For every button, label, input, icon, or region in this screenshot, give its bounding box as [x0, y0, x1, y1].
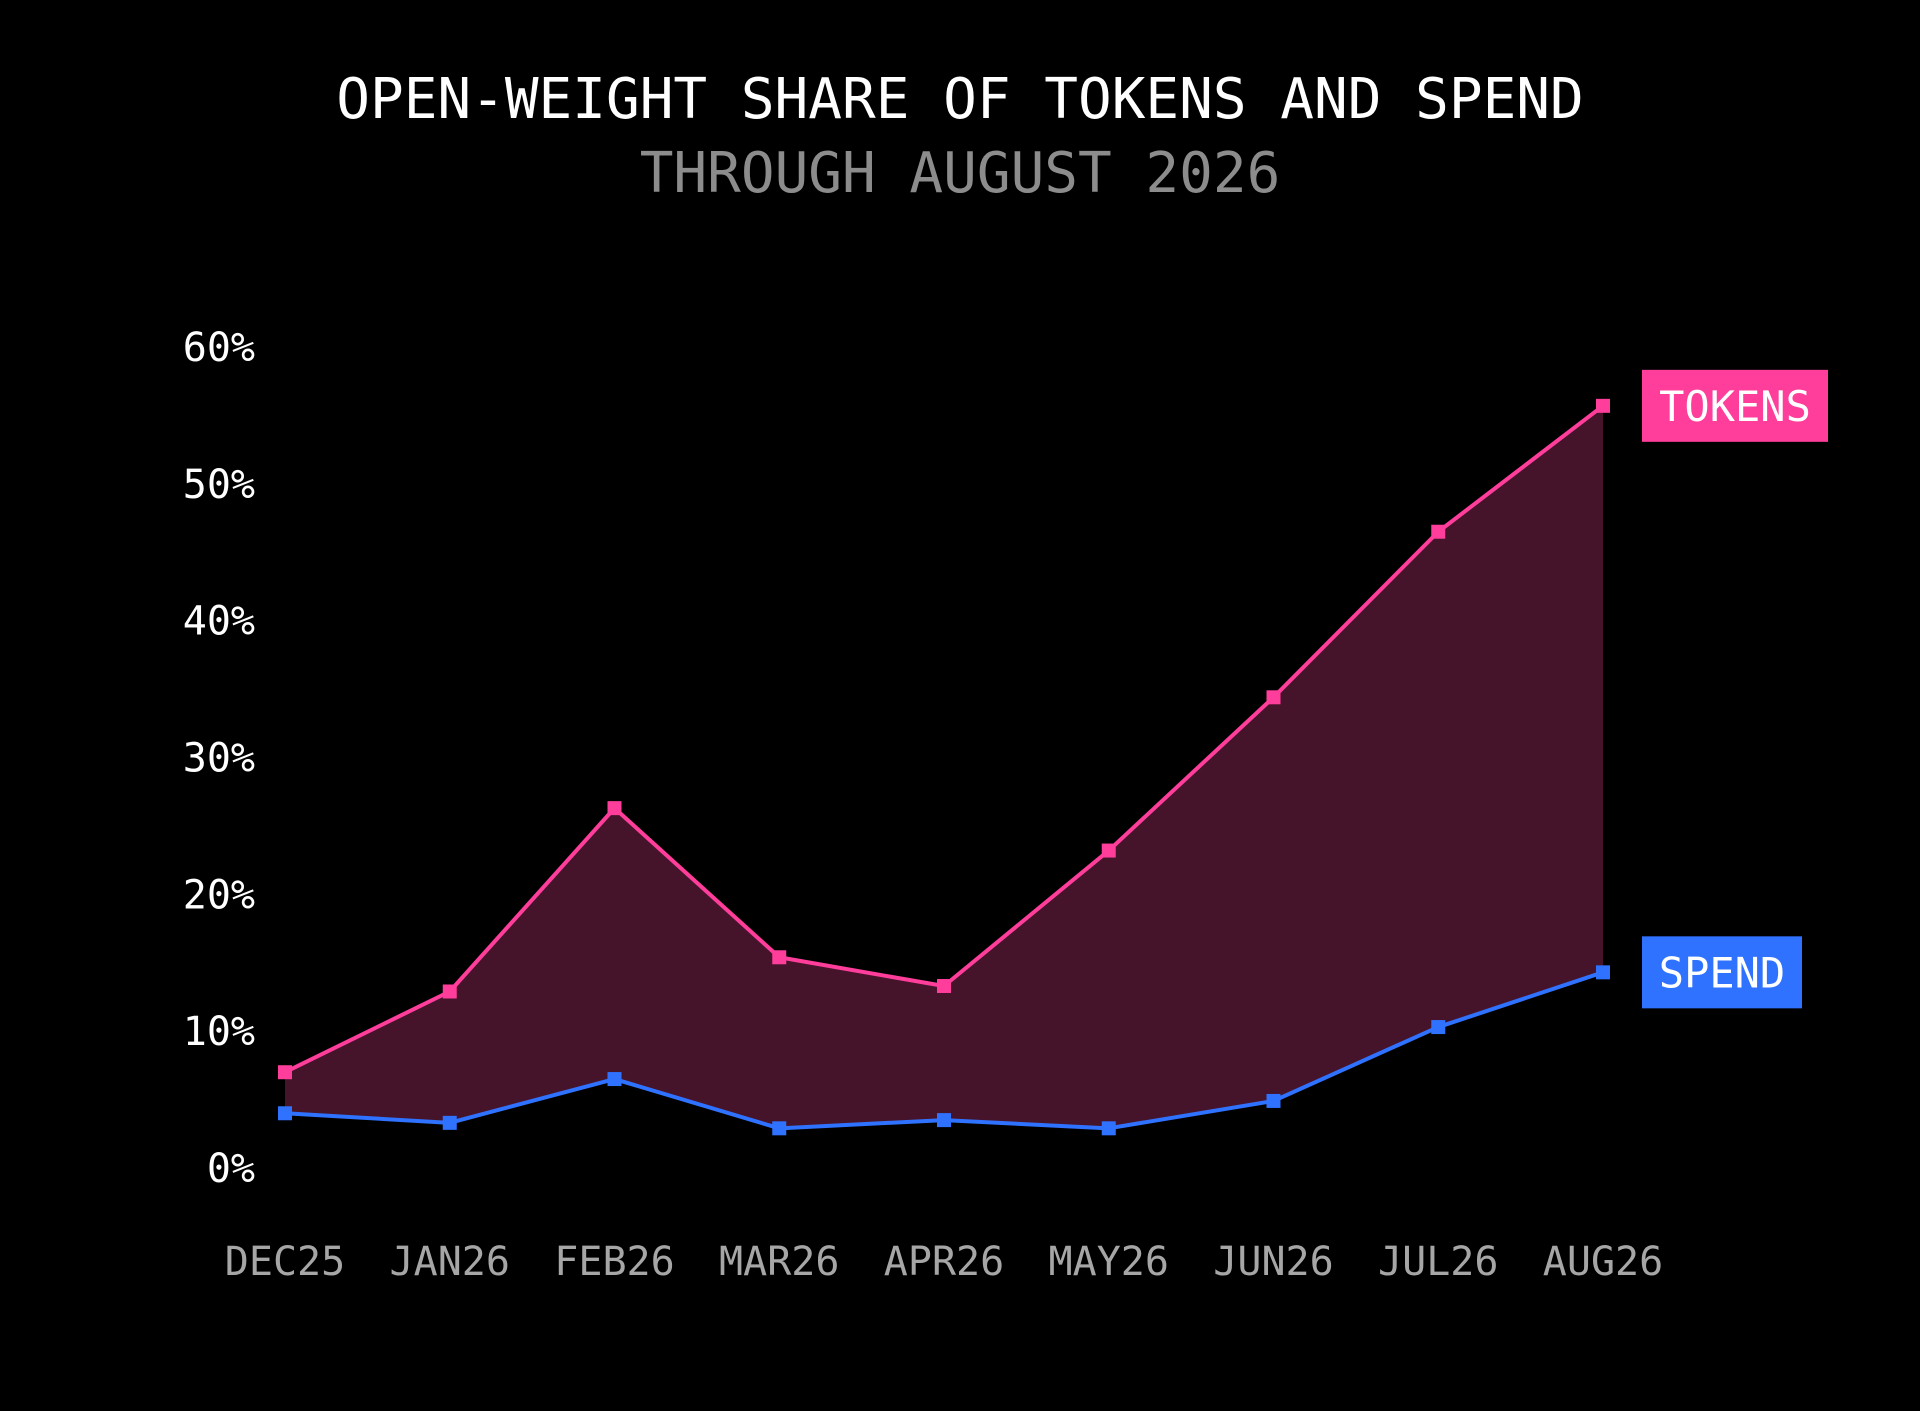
tokens-point	[1596, 398, 1610, 413]
spend-point	[937, 1113, 951, 1128]
x-tick-label: AUG26	[1543, 1239, 1663, 1285]
spend-end-label: SPEND	[1642, 936, 1802, 1009]
end-labels: TOKENS SPEND	[1642, 369, 1828, 1009]
tokens-point	[1101, 843, 1116, 858]
spend-point	[1101, 1121, 1116, 1136]
tokens-point	[607, 801, 622, 816]
x-tick-label: JUL26	[1378, 1239, 1498, 1285]
spend-point	[1431, 1020, 1446, 1035]
tokens-point	[1266, 690, 1281, 705]
y-tick-label: 60%	[183, 325, 255, 371]
x-tick-label: JUN26	[1213, 1239, 1333, 1285]
tokens-label-text: TOKENS	[1659, 382, 1811, 431]
y-tick-label: 0%	[207, 1146, 255, 1192]
y-tick-label: 20%	[183, 872, 255, 918]
tokens-end-label: TOKENS	[1642, 369, 1828, 442]
tokens-label-box	[1642, 369, 1828, 442]
spend-point	[1266, 1093, 1281, 1108]
chart-title: OPEN-WEIGHT SHARE OF TOKENS AND SPEND	[336, 67, 1583, 132]
y-axis-ticks: 0% 10% 20% 30% 40% 50% 60%	[183, 325, 255, 1192]
chart-subtitle: THROUGH AUGUST 2026	[640, 141, 1281, 206]
y-tick-label: 40%	[183, 599, 255, 645]
tokens-point	[772, 950, 787, 965]
spend-point	[442, 1115, 457, 1130]
x-tick-label: JAN26	[390, 1239, 510, 1285]
tokens-point	[937, 979, 951, 994]
spend-label-box	[1642, 936, 1802, 1009]
x-tick-label: APR26	[884, 1239, 1004, 1285]
x-tick-label: MAR26	[719, 1239, 839, 1285]
spend-point	[772, 1121, 787, 1136]
spend-point	[278, 1106, 292, 1121]
x-axis-ticks: DEC25 JAN26 FEB26 MAR26 APR26 MAY26 JUN26 JUL26…	[225, 1239, 1663, 1285]
tokens-point	[442, 984, 457, 999]
tokens-point	[1431, 524, 1446, 539]
y-tick-label: 50%	[183, 462, 255, 508]
series-tokens	[278, 398, 1610, 1080]
spend-point	[607, 1072, 622, 1087]
x-tick-label: FEB26	[554, 1239, 674, 1285]
spend-label-text: SPEND	[1659, 948, 1785, 997]
area-between-series	[285, 405, 1603, 1129]
area-between-tokens-and-spend	[285, 405, 1603, 1129]
series-spend	[278, 965, 1610, 1136]
x-tick-label: MAY26	[1049, 1239, 1169, 1285]
y-tick-label: 30%	[183, 736, 255, 782]
series-lines	[278, 398, 1610, 1136]
y-tick-label: 10%	[183, 1009, 255, 1055]
spend-point	[1596, 965, 1610, 980]
tokens-point	[278, 1065, 292, 1080]
x-tick-label: DEC25	[225, 1239, 345, 1285]
